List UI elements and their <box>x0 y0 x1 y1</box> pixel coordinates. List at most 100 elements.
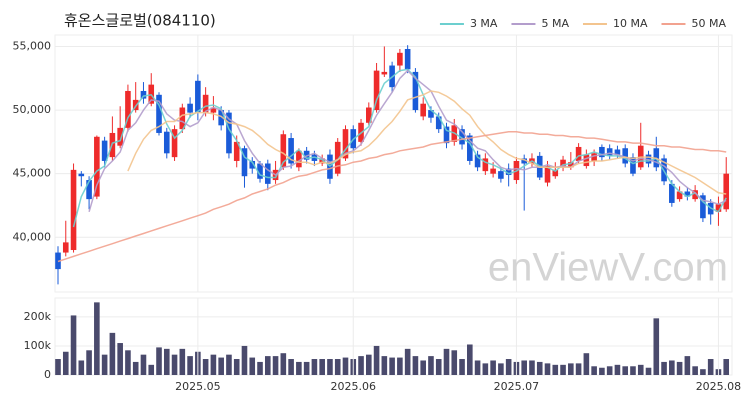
volume-bar <box>676 361 683 375</box>
volume-bar <box>94 302 100 375</box>
volume-bar <box>358 356 364 375</box>
x-tick-label: 2025.07 <box>494 380 540 393</box>
candle-body <box>467 135 473 161</box>
candle-body <box>404 48 411 70</box>
candle-body <box>568 162 574 168</box>
candle-body <box>62 242 69 253</box>
candle-body <box>715 204 722 212</box>
volume-bar <box>490 360 496 375</box>
candle-body <box>195 80 201 113</box>
volume-bar <box>140 354 147 375</box>
volume-bar <box>334 359 341 375</box>
volume-bar <box>599 367 605 375</box>
volume-bar <box>311 359 318 375</box>
volume-bar <box>125 350 131 375</box>
volume-bar <box>55 359 61 375</box>
candle-body <box>482 158 489 172</box>
volume-bar <box>366 354 372 375</box>
candle-body <box>249 160 256 169</box>
candle-body <box>435 116 442 130</box>
legend-label: 10 MA <box>613 17 648 30</box>
volume-bar <box>148 364 155 375</box>
candle-body <box>583 154 590 167</box>
volume-bar <box>381 356 388 375</box>
y-tick-label: 100k <box>24 339 52 352</box>
volume-bar <box>505 359 512 375</box>
volume-bar <box>132 361 139 375</box>
candle-body <box>125 90 131 128</box>
volume-bar <box>78 360 85 375</box>
volume-bar <box>404 348 411 375</box>
candle-body <box>342 129 349 159</box>
volume-bar <box>86 350 92 375</box>
watermark: enViewV.com <box>488 246 728 290</box>
volume-bar <box>521 360 527 375</box>
volume-bar <box>187 356 193 375</box>
candle-body <box>622 148 629 164</box>
volume-bar <box>653 318 660 375</box>
volume-bar <box>226 354 232 375</box>
volume-bar <box>684 356 691 375</box>
volume-bar <box>459 359 465 375</box>
volume-bar <box>575 363 582 375</box>
volume-bar <box>70 315 77 375</box>
volume-bar <box>288 359 294 375</box>
y-tick-label: 50,000 <box>13 103 52 116</box>
volume-bar <box>249 357 256 375</box>
candle-body <box>700 195 706 219</box>
ma-line <box>57 130 727 263</box>
volume-bar <box>700 369 706 375</box>
volume-bar <box>342 357 349 375</box>
volume-bar <box>474 360 481 375</box>
candle-body <box>280 134 287 168</box>
volume-bar <box>583 353 590 375</box>
volume-bar <box>606 366 613 375</box>
chart-title: 휴온스글로벌(084110) <box>64 12 216 30</box>
candle-body <box>630 157 636 174</box>
candle-body <box>521 158 527 164</box>
y-tick-label: 45,000 <box>13 167 52 180</box>
candle-body <box>202 94 209 113</box>
volume-bar <box>614 364 621 375</box>
volume-bar <box>412 356 419 375</box>
volume-bar <box>218 357 224 375</box>
candle-body <box>669 183 675 203</box>
volume-bar <box>264 356 271 375</box>
volume-bar <box>233 359 240 375</box>
volume-bar <box>529 360 535 375</box>
x-tick-label: 2025.08 <box>696 380 742 393</box>
candle-body <box>171 129 178 158</box>
volume-bar <box>156 347 162 375</box>
volume-bar <box>420 360 426 375</box>
candle-body <box>179 107 186 130</box>
candle-body <box>606 148 613 156</box>
volume-bar <box>257 361 263 375</box>
volume-bar <box>723 359 730 375</box>
candle-body <box>117 127 123 146</box>
volume-bar <box>637 364 644 375</box>
volume-bar <box>101 354 108 375</box>
candle-body <box>218 110 224 126</box>
volume-bar <box>443 348 450 375</box>
y-tick-label: 55,000 <box>13 39 52 52</box>
ma-line <box>88 69 727 213</box>
volume-bar <box>435 359 442 375</box>
candle-body <box>101 140 108 161</box>
candle-body <box>474 154 481 168</box>
volume-bar <box>109 332 116 375</box>
volume-bar <box>327 359 333 375</box>
candle-body <box>498 171 504 179</box>
volume-bar <box>117 343 123 375</box>
candle-body <box>156 94 162 133</box>
candle-body <box>412 71 419 111</box>
candle-body <box>78 173 85 177</box>
volume-bar <box>560 364 566 375</box>
candle-body <box>334 141 341 174</box>
volume-bar <box>451 350 458 375</box>
candle-body <box>614 149 621 155</box>
candle-body <box>70 169 77 251</box>
x-tick-label: 2025.06 <box>331 380 377 393</box>
volume-bar <box>630 366 636 375</box>
volume-bar <box>210 354 217 375</box>
